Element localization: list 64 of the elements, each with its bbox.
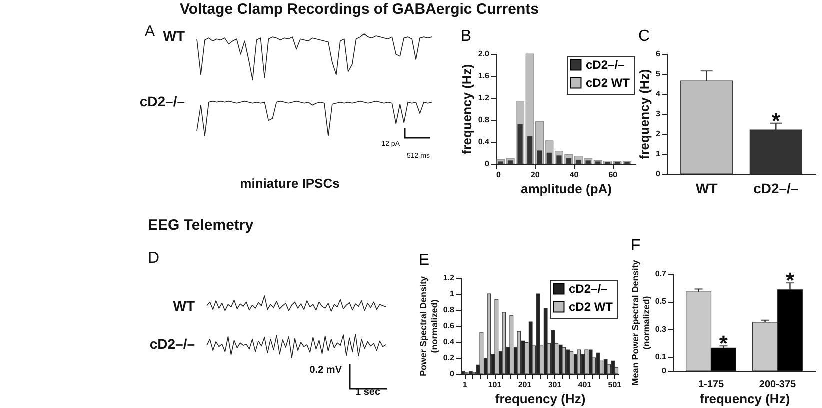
y-tick-label: 6: [656, 50, 662, 58]
y-axis-title: Power Spectral Density (normalized): [418, 276, 440, 377]
x-tick-label: 1: [462, 380, 468, 390]
y-tick-label: 1: [450, 290, 456, 298]
y-tick-label: 1.6: [478, 72, 490, 80]
y-axis-title: Mean Power Spectral Density (normalized): [630, 260, 652, 386]
y-axis-title: frequency (Hz): [637, 69, 652, 160]
text: A: [145, 23, 156, 40]
y-tick-label: 0.4: [443, 338, 456, 346]
y-tick-label: 0.2: [443, 354, 456, 362]
series-label: WT: [163, 28, 186, 44]
text: D: [148, 250, 160, 268]
y-axis-title: frequency (Hz): [459, 64, 474, 155]
y-tick-label: 3: [656, 110, 662, 118]
data-label: *: [719, 331, 728, 356]
y-tick-label: 2: [656, 130, 662, 138]
y-tick-label: 0: [450, 370, 456, 378]
y-tick-label: 0.4: [478, 138, 490, 146]
series-label: cD2–/–: [150, 336, 196, 352]
x-tick-label: 301: [548, 380, 562, 390]
x-axis-title: frequency (Hz): [495, 392, 586, 406]
x-tick-label: 200-375: [759, 380, 797, 390]
x-tick-label: 40: [570, 170, 580, 180]
y-tick-label: 1.2: [478, 94, 490, 102]
x-tick-label: 501: [608, 380, 622, 390]
y-tick-label: 0.8: [478, 116, 490, 124]
y-tick-label: 0.3: [655, 324, 668, 334]
chart-title: Voltage Clamp Recordings of GABAergic Currents: [180, 1, 539, 18]
x-axis-title: amplitude (pA): [521, 182, 612, 196]
series-label: cD2–/–: [140, 93, 186, 110]
series-label: WT: [173, 298, 196, 314]
y-tick-label: 0.1: [655, 352, 668, 362]
y-tick-label: 4: [656, 90, 662, 98]
chart-title: F: [630, 238, 641, 255]
chart-title: C: [638, 28, 650, 45]
y-tick-label: 0.7: [655, 270, 668, 278]
legend-label: cD2 WT: [569, 300, 614, 314]
x-tick-label: 101: [488, 380, 502, 390]
x-tick-label: 1-175: [698, 380, 724, 390]
y-tick-label: 0: [662, 366, 668, 376]
x-tick-label: 0: [496, 170, 502, 180]
y-tick-label: 2.0: [478, 50, 490, 58]
legend-label: cD2–/–: [569, 282, 608, 296]
text: miniature IPSCs: [240, 176, 340, 192]
y-tick-label: 5: [656, 70, 662, 78]
data-label: *: [786, 268, 795, 294]
x-tick-label: 401: [578, 380, 592, 390]
chart-title: B: [460, 28, 472, 45]
chart-title: E: [418, 252, 430, 269]
x-tick-label: 60: [608, 170, 618, 180]
x-tick-label: 20: [530, 170, 540, 180]
data-label: *: [772, 108, 781, 134]
x-tick-label: 201: [518, 380, 532, 390]
legend-label: cD2–/–: [586, 58, 626, 72]
chart-title: EEG Telemetry: [148, 217, 254, 234]
y-tick-label: 0.5: [655, 297, 668, 306]
y-tick-label: 0.8: [443, 306, 456, 314]
y-tick-label: 0: [485, 160, 490, 168]
y-tick-label: 1: [656, 150, 662, 158]
legend-label: cD2 WT: [586, 76, 631, 90]
y-tick-label: 0.6: [443, 322, 456, 330]
y-tick-label: 1.2: [443, 274, 456, 282]
text: 0.2 mV: [310, 365, 342, 376]
x-axis-title: frequency (Hz): [700, 392, 790, 406]
